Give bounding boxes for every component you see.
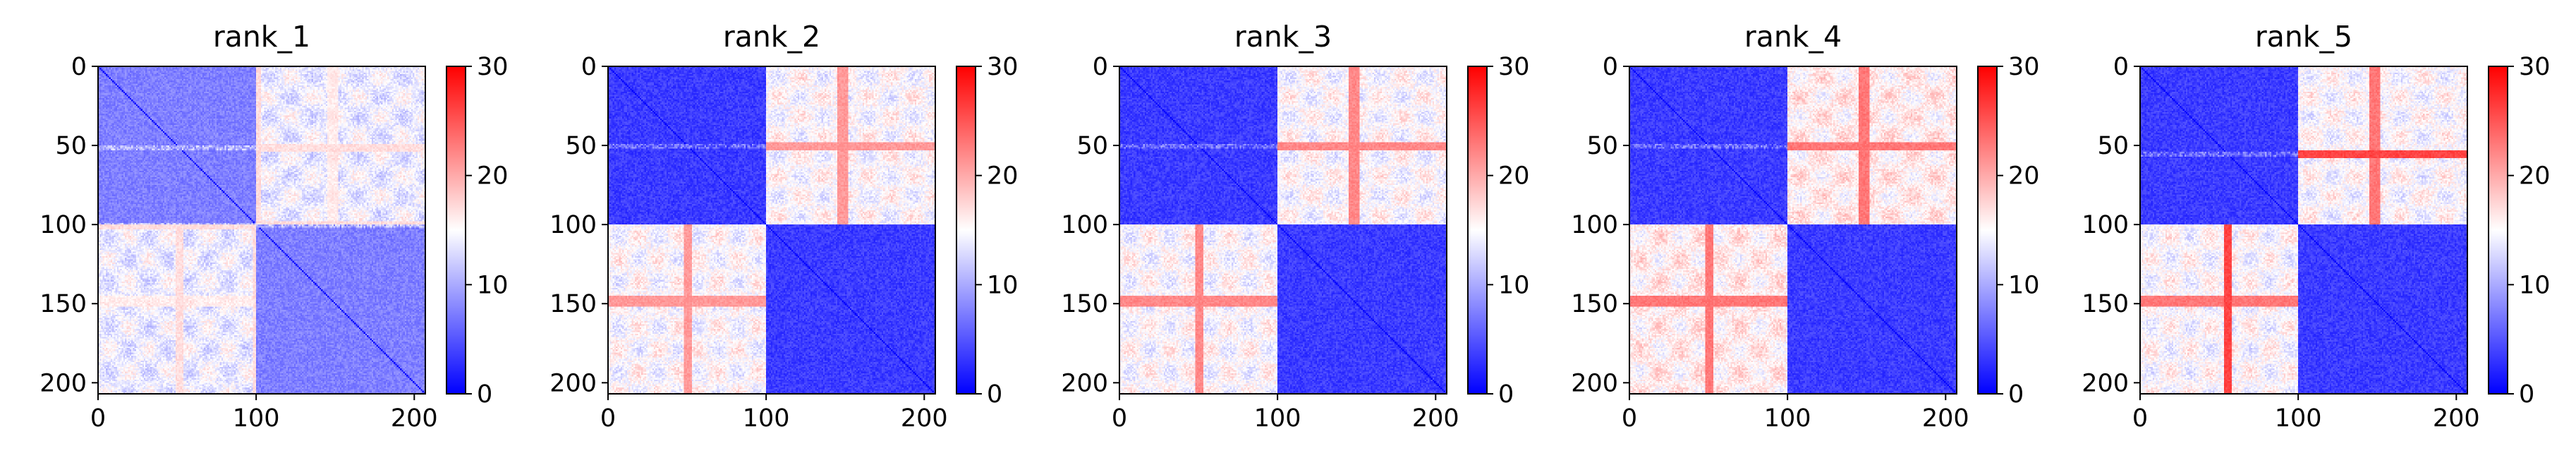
- colorbar-2: [956, 66, 976, 395]
- x-tick-label: 0: [600, 404, 616, 433]
- panel-title-5: rank_5: [2255, 20, 2352, 54]
- colorbar-5: [2488, 66, 2508, 395]
- x-tick-label: 0: [2132, 404, 2148, 433]
- y-tick-label: 200: [40, 369, 87, 397]
- y-tick-label: 200: [2082, 369, 2129, 397]
- y-tick-label: 200: [549, 369, 597, 397]
- colorbar-tick-label: 20: [477, 162, 509, 191]
- plot-frame-5: [2139, 66, 2468, 395]
- heatmap-image-1: [98, 66, 425, 394]
- colorbar-1: [446, 66, 466, 395]
- x-tick-label: 100: [743, 404, 790, 433]
- x-tick-label: 0: [90, 404, 106, 433]
- y-tick-label: 0: [71, 53, 87, 81]
- colorbar-tick-label: 10: [987, 271, 1019, 299]
- colorbar-tick-label: 0: [1498, 380, 1514, 409]
- x-tick-label: 200: [1922, 404, 1969, 433]
- y-tick-label: 150: [549, 290, 597, 318]
- y-tick-label: 0: [1603, 53, 1618, 81]
- x-tick-label: 0: [1622, 404, 1637, 433]
- x-tick-label: 100: [1254, 404, 1301, 433]
- y-tick-label: 100: [1571, 211, 1618, 239]
- y-tick-label: 50: [2097, 132, 2129, 160]
- colorbar-tick-label: 0: [477, 380, 492, 409]
- plot-frame-2: [607, 66, 936, 395]
- y-tick-label: 100: [1061, 211, 1108, 239]
- colorbar-tick-label: 30: [2008, 53, 2040, 81]
- y-tick-label: 50: [1076, 132, 1108, 160]
- colorbar-tick-label: 20: [2519, 162, 2551, 191]
- colorbar-tick-label: 0: [2519, 380, 2534, 409]
- y-tick-label: 200: [1061, 369, 1108, 397]
- panel-title-3: rank_3: [1234, 20, 1332, 54]
- y-tick-label: 50: [55, 132, 87, 160]
- x-tick-label: 100: [233, 404, 280, 433]
- y-tick-label: 100: [2082, 211, 2129, 239]
- y-tick-label: 150: [40, 290, 87, 318]
- heatmap-image-4: [1629, 66, 1957, 394]
- panel-title-2: rank_2: [723, 20, 820, 54]
- heatmap-image-5: [2140, 66, 2467, 394]
- panel-title-1: rank_1: [213, 20, 310, 54]
- colorbar-tick-label: 20: [2008, 162, 2040, 191]
- colorbar-tick-label: 10: [2519, 271, 2551, 299]
- y-tick-label: 100: [549, 211, 597, 239]
- colorbar-tick-label: 30: [477, 53, 509, 81]
- y-tick-label: 0: [1093, 53, 1108, 81]
- colorbar-tick-label: 30: [1498, 53, 1530, 81]
- plot-frame-1: [97, 66, 426, 395]
- colorbar-tick-label: 20: [987, 162, 1019, 191]
- x-tick-label: 200: [901, 404, 948, 433]
- heatmap-image-3: [1119, 66, 1447, 394]
- y-tick-label: 200: [1571, 369, 1618, 397]
- x-tick-label: 100: [1764, 404, 1811, 433]
- colorbar-tick-label: 10: [477, 271, 509, 299]
- x-tick-label: 200: [1412, 404, 1459, 433]
- plot-frame-4: [1629, 66, 1957, 395]
- plot-frame-3: [1119, 66, 1447, 395]
- x-tick-label: 200: [391, 404, 438, 433]
- colorbar-tick-label: 10: [2008, 271, 2040, 299]
- panel-title-4: rank_4: [1744, 20, 1842, 54]
- colorbar-tick-label: 30: [987, 53, 1019, 81]
- y-tick-label: 0: [581, 53, 597, 81]
- colorbar-tick-label: 0: [987, 380, 1002, 409]
- x-tick-label: 100: [2275, 404, 2322, 433]
- y-tick-label: 150: [2082, 290, 2129, 318]
- x-tick-label: 200: [2433, 404, 2480, 433]
- colorbar-tick-label: 10: [1498, 271, 1530, 299]
- y-tick-label: 150: [1061, 290, 1108, 318]
- x-tick-label: 0: [1112, 404, 1127, 433]
- colorbar-4: [1977, 66, 1998, 395]
- y-tick-label: 150: [1571, 290, 1618, 318]
- y-tick-label: 50: [1586, 132, 1618, 160]
- y-tick-label: 100: [40, 211, 87, 239]
- colorbar-tick-label: 0: [2008, 380, 2024, 409]
- y-tick-label: 50: [565, 132, 597, 160]
- heatmap-image-2: [608, 66, 935, 394]
- colorbar-tick-label: 30: [2519, 53, 2551, 81]
- y-tick-label: 0: [2113, 53, 2129, 81]
- colorbar-tick-label: 20: [1498, 162, 1530, 191]
- colorbar-3: [1467, 66, 1488, 395]
